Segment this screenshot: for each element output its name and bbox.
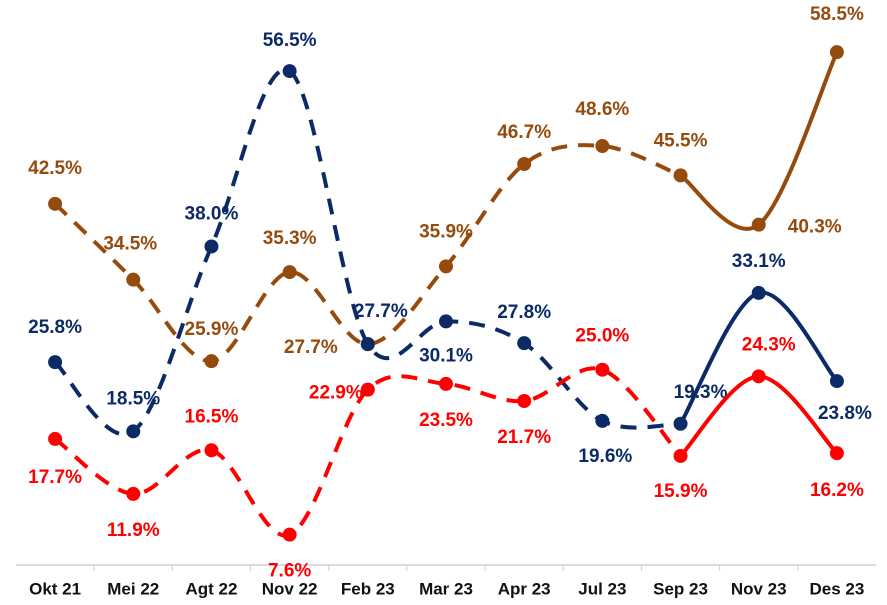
point — [595, 362, 610, 377]
point — [751, 369, 766, 384]
data-label: 58.5% — [810, 4, 864, 25]
x-tick-label: Mei 22 — [107, 579, 159, 598]
x-tick-label: Des 23 — [809, 579, 864, 598]
point — [126, 424, 141, 439]
point — [439, 376, 453, 391]
point — [517, 336, 532, 351]
point — [829, 374, 844, 389]
series-line — [678, 290, 839, 425]
data-label: 22.9% — [309, 383, 363, 404]
x-tick-label: Nov 23 — [731, 579, 787, 598]
data-label: 46.7% — [497, 122, 551, 143]
point — [673, 448, 688, 463]
point — [282, 265, 297, 280]
x-tick-label: Nov 22 — [262, 579, 318, 598]
point — [517, 393, 532, 408]
point — [829, 45, 844, 60]
data-label: 19.6% — [578, 446, 632, 467]
point — [48, 355, 63, 370]
point — [829, 446, 844, 461]
x-tick-label: Okt 21 — [29, 579, 81, 598]
point — [282, 527, 297, 542]
point — [126, 272, 141, 287]
point — [673, 416, 688, 431]
point — [595, 138, 610, 153]
point — [204, 354, 219, 369]
data-label: 48.6% — [575, 99, 629, 120]
x-tick-label: Apr 23 — [498, 579, 551, 598]
data-label: 25.0% — [575, 326, 629, 347]
point — [360, 382, 375, 397]
data-label: 24.3% — [742, 334, 796, 355]
data-label: 56.5% — [263, 30, 317, 51]
point — [48, 196, 63, 211]
point — [360, 337, 375, 352]
data-label: 19.3% — [674, 382, 728, 403]
data-label: 42.5% — [28, 158, 82, 179]
x-tick-label: Jul 23 — [578, 579, 626, 598]
data-label: 7.6% — [268, 561, 311, 582]
data-label: 27.7% — [354, 301, 408, 322]
data-label: 33.1% — [732, 251, 786, 272]
x-tick-label: Sep 23 — [653, 579, 708, 598]
data-label: 25.9% — [185, 319, 239, 340]
data-label: 40.3% — [788, 217, 842, 238]
data-label: 34.5% — [103, 234, 157, 255]
data-label: 21.7% — [497, 427, 551, 448]
data-label: 35.9% — [419, 221, 473, 242]
series-line — [53, 366, 683, 538]
data-label: 17.7% — [28, 467, 82, 488]
data-label: 23.5% — [419, 410, 473, 431]
data-label: 35.3% — [263, 228, 317, 249]
x-tick-label: Mar 23 — [419, 579, 473, 598]
point — [673, 168, 688, 183]
point — [204, 443, 219, 458]
data-label: 16.5% — [185, 406, 239, 427]
data-label: 38.0% — [185, 203, 239, 224]
point — [751, 217, 766, 232]
data-label: 27.7% — [284, 337, 338, 358]
point — [517, 157, 532, 172]
series-line — [53, 67, 681, 437]
x-tick-label: Agt 22 — [185, 579, 237, 598]
data-label: 30.1% — [419, 345, 473, 366]
data-label: 18.5% — [106, 388, 160, 409]
point — [126, 486, 141, 501]
data-label: 45.5% — [654, 130, 708, 151]
x-tick-label: Feb 23 — [341, 579, 395, 598]
data-label: 11.9% — [107, 520, 160, 541]
point — [595, 413, 610, 428]
point — [282, 64, 297, 79]
series-line — [53, 143, 682, 364]
data-label: 25.8% — [28, 317, 82, 338]
point — [439, 259, 453, 274]
point — [439, 314, 453, 329]
data-label: 15.9% — [654, 481, 708, 502]
point — [751, 285, 766, 300]
point — [204, 239, 219, 254]
data-label: 16.2% — [810, 480, 864, 501]
data-label: 27.8% — [497, 302, 551, 323]
point — [48, 431, 63, 446]
data-label: 23.8% — [818, 403, 872, 424]
